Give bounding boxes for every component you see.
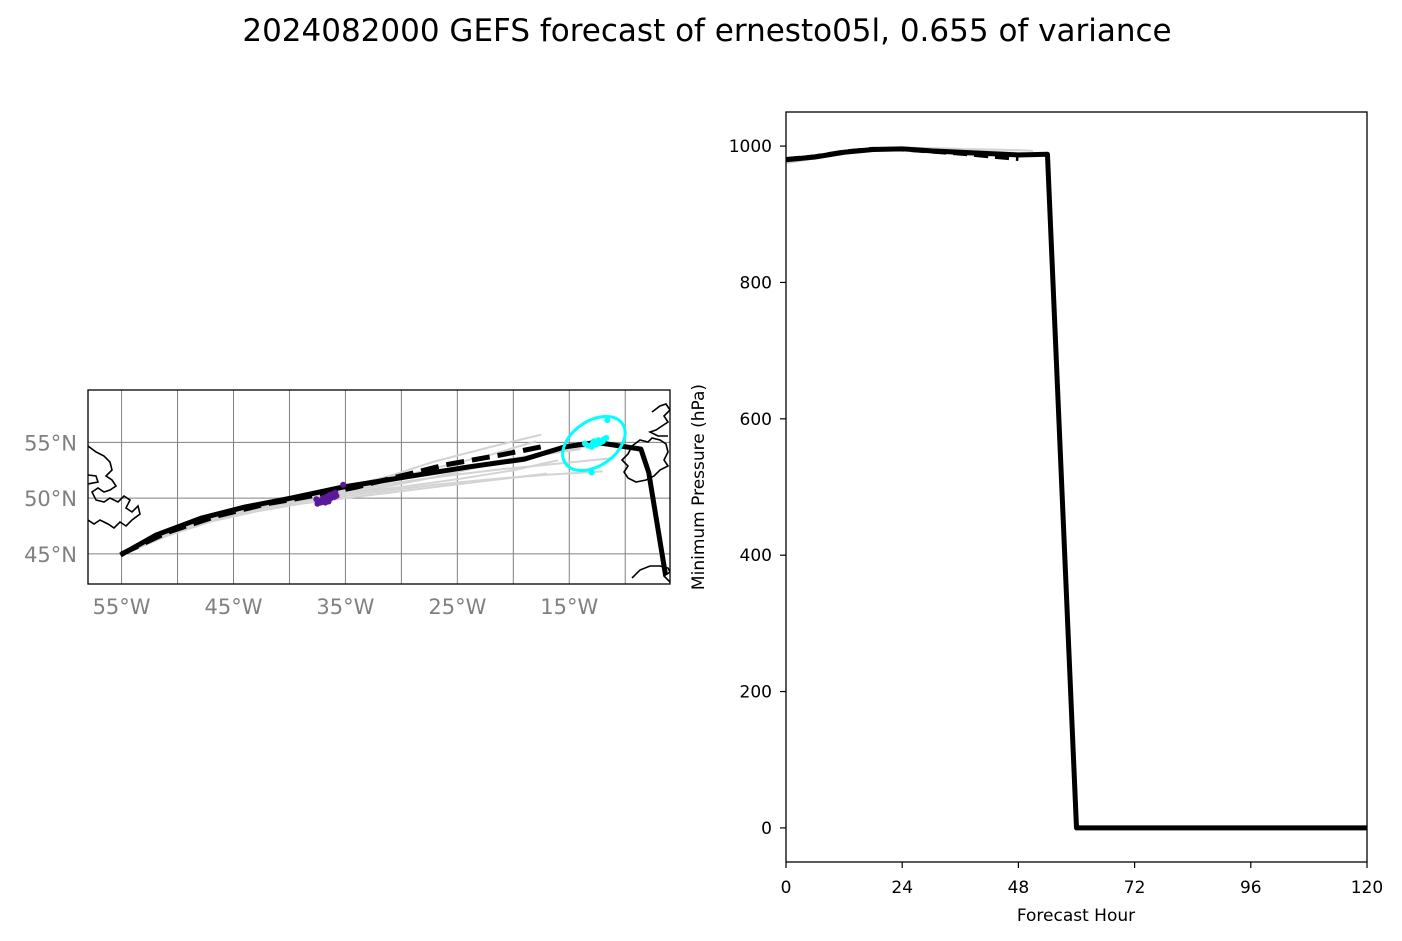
- late-position-points: [581, 417, 611, 476]
- coastline-labrador-fragment: [88, 474, 100, 485]
- ensemble-member-track: [121, 455, 525, 556]
- ensemble-mean-tracks: [119, 439, 668, 576]
- x-tick-label: 24: [891, 878, 913, 898]
- y-tick-label: 200: [740, 683, 772, 703]
- pressure-y-ticks: 0 200 400 600 800 1000: [729, 137, 786, 839]
- coastline-ireland: [620, 437, 670, 483]
- coastline-great-britain: [647, 403, 670, 437]
- y-axis-label: Minimum Pressure (hPa): [689, 384, 709, 590]
- early-position-point: [332, 489, 339, 496]
- lon-tick-label: 45°W: [205, 595, 263, 619]
- uncertainty-ellipse: [561, 415, 627, 473]
- lat-tick-label: 55°N: [24, 431, 77, 455]
- map-tick-labels: 55°W 45°W 35°W 25°W 15°W 45°N 50°N 55°N: [24, 431, 598, 619]
- pressure-series: [785, 146, 1367, 831]
- mean-pressure-line: [785, 146, 1367, 831]
- late-position-point: [590, 438, 597, 445]
- pressure-axes-frame: [785, 111, 1368, 863]
- lon-tick-label: 55°W: [93, 595, 151, 619]
- lon-tick-label: 35°W: [316, 595, 374, 619]
- map-frame: [87, 389, 671, 585]
- late-position-point: [588, 443, 595, 450]
- lat-tick-label: 50°N: [24, 487, 77, 511]
- early-position-point: [313, 496, 320, 503]
- pressure-chart-panel: 0 24 48 72 96 120 0 200 400 600 800 1000 Forecast …: [689, 111, 1383, 926]
- early-position-points: [313, 481, 347, 507]
- coastline-newfoundland: [88, 445, 141, 530]
- y-tick-label: 0: [761, 819, 772, 839]
- early-position-point: [340, 481, 347, 488]
- x-axis-label: Forecast Hour: [1017, 906, 1135, 926]
- late-position-point: [604, 417, 611, 424]
- track-map-panel: 55°W 45°W 35°W 25°W 15°W 45°N 50°N 55°N: [24, 389, 671, 619]
- ensemble-member-track: [120, 459, 559, 556]
- late-position-point: [581, 440, 588, 447]
- y-tick-label: 1000: [729, 137, 772, 157]
- x-tick-label: 72: [1124, 878, 1146, 898]
- x-tick-label: 96: [1240, 878, 1262, 898]
- uncertainty-ellipse-group: [561, 415, 627, 473]
- x-tick-label: 0: [781, 878, 792, 898]
- lon-tick-label: 15°W: [540, 595, 598, 619]
- y-tick-label: 600: [740, 410, 772, 430]
- lat-tick-label: 45°N: [24, 543, 77, 567]
- lon-tick-label: 25°W: [428, 595, 486, 619]
- x-tick-label: 48: [1008, 878, 1030, 898]
- pressure-x-ticks: 0 24 48 72 96 120: [781, 862, 1383, 898]
- late-position-point: [595, 437, 602, 444]
- ensemble-member-track: [120, 472, 548, 556]
- mean-track: [119, 439, 668, 576]
- figure-title: 2024082000 GEFS forecast of ernesto05l, …: [242, 13, 1171, 49]
- early-position-point: [325, 498, 332, 505]
- ensemble-member-track: [121, 457, 615, 555]
- y-tick-label: 800: [740, 273, 772, 293]
- y-tick-label: 400: [740, 546, 772, 566]
- x-tick-label: 120: [1351, 878, 1383, 898]
- ensemble-member-track: [121, 448, 581, 555]
- late-position-point: [603, 434, 610, 441]
